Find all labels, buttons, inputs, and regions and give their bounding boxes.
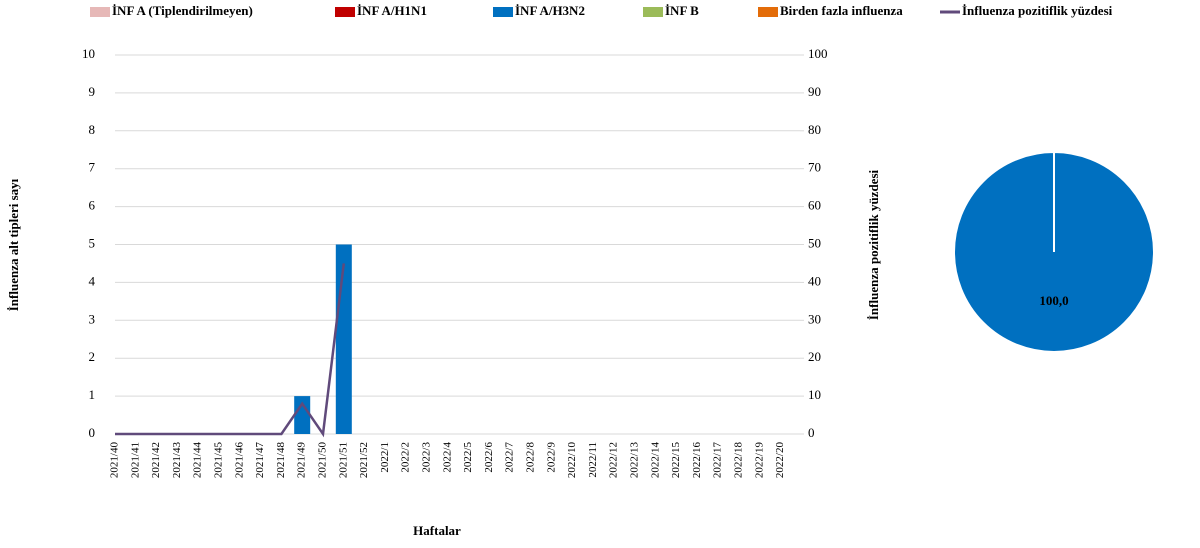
legend: İNF A (Tiplendirilmeyen) İNF A/H1N1 İNF A/… [90,3,1113,18]
y2-tick-label: 80 [808,122,821,137]
x-tick-label: 2022/20 [774,442,786,479]
y2-tick-label: 20 [808,349,821,364]
x-tick-label: 2022/2 [400,442,412,473]
y-tick-label: 4 [89,273,96,288]
x-tick-label: 2021/47 [254,442,266,479]
y-tick-label: 7 [89,160,96,175]
y2-tick-label: 70 [808,160,821,175]
legend-label: İNF A (Tiplendirilmeyen) [112,3,253,18]
y2-tick-label: 100 [808,46,828,61]
x-tick-label: 2021/41 [129,442,141,478]
y-tick-label: 9 [89,84,96,99]
x-tick-label: 2022/3 [421,442,433,473]
pie-slice [953,150,1155,354]
x-tick-label: 2022/6 [483,442,495,473]
x-tick-label: 2022/10 [566,442,578,479]
legend-swatch [493,7,513,17]
legend-label: İnfluenza pozitiflik yüzdesi [962,3,1113,18]
x-tick-label: 2022/5 [462,442,474,473]
y-tick-label: 6 [89,198,96,213]
x-tick-label: 2021/49 [296,442,308,479]
y2-tick-label: 60 [808,198,821,213]
x-tick-label: 2022/9 [545,442,557,473]
legend-label: İNF B [665,3,699,18]
x-tick-label: 2022/17 [712,442,724,479]
bar [294,396,311,434]
legend-swatch [335,7,355,17]
x-tick-label: 2021/40 [109,442,121,479]
x-tick-label: 2021/52 [358,442,370,478]
x-tick-label: 2022/15 [670,442,682,479]
y-tick-label: 3 [89,311,96,326]
x-tick-label: 2022/13 [629,442,641,479]
x-tick-label: 2021/44 [192,442,204,479]
x-tick-label: 2021/50 [317,442,329,479]
x-tick-label: 2022/11 [587,442,599,478]
legend-label: İNF A/H1N1 [357,3,427,18]
x-tick-label: 2022/16 [691,442,703,479]
x-tick-label: 2022/14 [649,442,661,479]
legend-swatch [90,7,110,17]
x-tick-label: 2022/1 [379,442,391,473]
y2-axis-label: İnfluenza pozitiflik yüzdesi [866,170,881,321]
y-tick-label: 0 [89,425,96,440]
line-series [115,263,346,438]
y-tick-label: 2 [89,349,96,364]
y2-tick-label: 10 [808,387,821,402]
x-tick-label: 2021/46 [233,442,245,479]
y2-tick-label: 40 [808,273,821,288]
y-axis-label: İnfluenza alt tipleri sayı [6,178,21,311]
y-tick-label: 5 [89,235,96,250]
y-tick-label: 1 [89,387,96,402]
legend-label: İNF A/H3N2 [515,3,585,18]
legend-swatch [758,7,778,17]
y2-tick-label: 90 [808,84,821,99]
x-tick-label: 2021/42 [150,442,162,478]
x-tick-label: 2022/18 [733,442,745,479]
x-axis-label: Haftalar [413,523,461,538]
y2-tick-label: 50 [808,235,821,250]
x-tick-label: 2022/7 [504,442,516,473]
x-tick-label: 2022/8 [525,442,537,473]
x-tick-label: 2021/43 [171,442,183,479]
x-tick-label: 2022/12 [608,442,620,478]
y2-tick-label: 0 [808,425,815,440]
x-tick-label: 2021/51 [337,442,349,478]
legend-swatch [643,7,663,17]
x-tick-label: 2022/19 [753,442,765,479]
legend-label: Birden fazla influenza [780,3,903,18]
y2-tick-label: 30 [808,311,821,326]
x-tick-label: 2022/4 [441,442,453,473]
pie-label: 100,0 [1039,293,1068,308]
y-tick-label: 10 [82,46,95,61]
y-tick-label: 8 [89,122,96,137]
x-tick-label: 2021/45 [213,442,225,479]
x-tick-label: 2021/48 [275,442,287,479]
